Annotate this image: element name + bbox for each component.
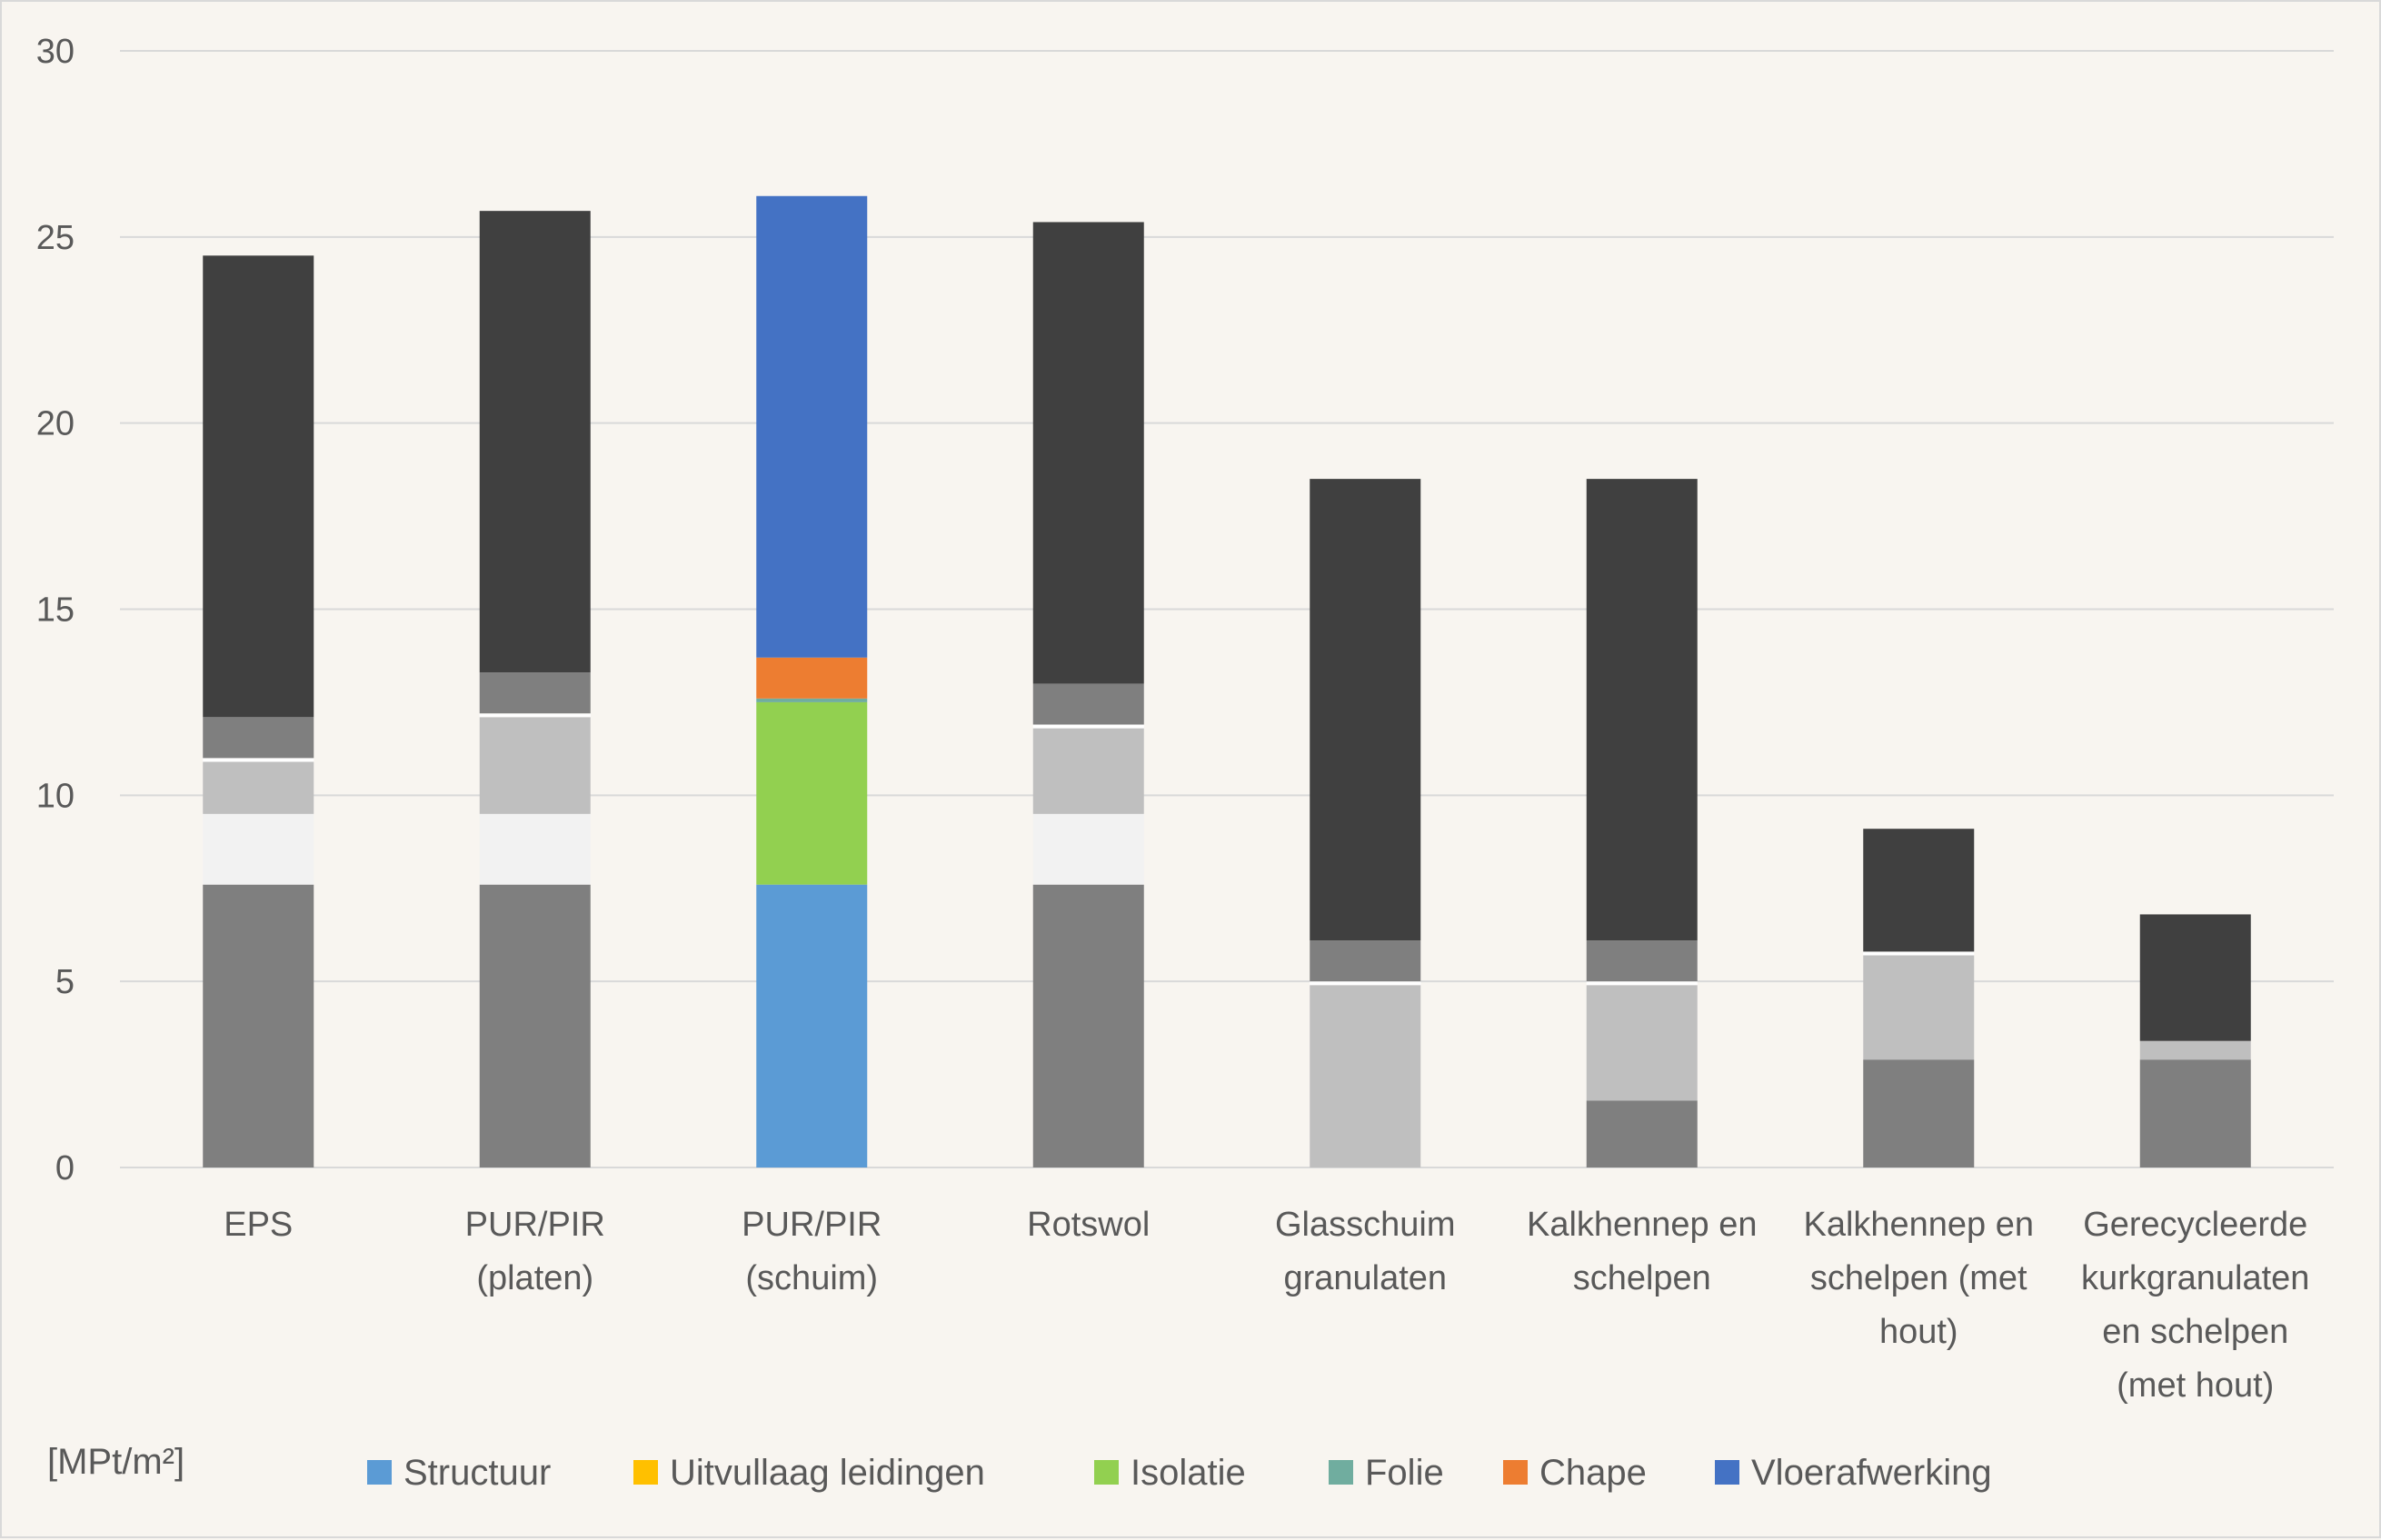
x-category-label: EPS	[224, 1206, 293, 1244]
bar-segment-structuur	[479, 884, 591, 1167]
x-category-label: PUR/PIR	[742, 1206, 882, 1244]
bar-segment-folie	[479, 713, 591, 718]
y-axis-ticks: 0 5 10 15 20 25 30	[36, 33, 75, 1187]
y-tick-label: 30	[36, 33, 75, 71]
bar-segment-structuur	[2139, 1059, 2251, 1167]
bar-segment-vloerafwerking	[756, 195, 868, 658]
bar-segment-uitvullaag-leidingen	[1032, 813, 1144, 885]
y-tick-label: 15	[36, 591, 75, 630]
bar-segment-folie	[1586, 981, 1698, 986]
bar-segment-chape	[1032, 683, 1144, 725]
bar-segment-chape	[203, 717, 314, 759]
bar-segment-folie	[1863, 951, 1975, 956]
bar-segment-structuur	[756, 884, 868, 1167]
bar-segment-folie	[1032, 724, 1144, 729]
bar-segment-vloerafwerking	[479, 211, 591, 673]
x-category-label: (schuim)	[745, 1259, 878, 1297]
legend-swatch	[1329, 1460, 1353, 1485]
legend-label: Folie	[1365, 1453, 1444, 1493]
legend-label: Structuur	[403, 1453, 551, 1493]
bar-segment-isolatie	[1032, 728, 1144, 814]
legend-swatch	[1094, 1460, 1119, 1485]
bar-segment-uitvullaag-leidingen	[203, 813, 314, 885]
bar-segment-chape	[1310, 940, 1421, 982]
legend-label: Chape	[1539, 1453, 1647, 1493]
x-category-label: hout)	[1879, 1313, 1958, 1351]
bar-segment-vloerafwerking	[1863, 829, 1975, 952]
bar-segment-chape	[756, 657, 868, 699]
bars	[203, 195, 2251, 1167]
x-category-label: en schelpen	[2102, 1313, 2288, 1351]
unit-label: [MPt/m²]	[47, 1442, 184, 1482]
bar-segment-isolatie	[1586, 985, 1698, 1101]
x-category-label: PUR/PIR	[465, 1206, 605, 1244]
gridlines	[120, 50, 2334, 1168]
bar-segment-structuur	[1032, 884, 1144, 1167]
legend-swatch	[1715, 1460, 1739, 1485]
bar-segment-structuur	[203, 884, 314, 1167]
legend-swatch	[1503, 1460, 1528, 1485]
x-category-label: (met hout)	[2117, 1366, 2274, 1405]
bar-segment-chape	[479, 672, 591, 714]
x-category-label: schelpen	[1573, 1259, 1711, 1297]
y-tick-label: 5	[55, 963, 75, 1001]
bar-segment-isolatie	[2139, 1040, 2251, 1060]
bar-segment-structuur	[1863, 1059, 1975, 1167]
legend-swatch	[633, 1460, 658, 1485]
bar-segment-folie	[1310, 981, 1421, 986]
bar-segment-folie	[756, 698, 868, 702]
x-category-label: Gerecycleerde	[2083, 1206, 2307, 1244]
legend: Structuur Uitvullaag leidingen Isolatie Fol…	[367, 1453, 1992, 1493]
bar-segment-isolatie	[756, 701, 868, 885]
x-category-label: schelpen (met	[1810, 1259, 2027, 1297]
bar-segment-isolatie	[1863, 955, 1975, 1060]
y-tick-label: 25	[36, 219, 75, 257]
bar-segment-vloerafwerking	[1310, 479, 1421, 941]
bar-segment-vloerafwerking	[2139, 914, 2251, 1041]
x-category-label: kurkgranulaten	[2081, 1259, 2309, 1297]
bar-segment-isolatie	[1310, 985, 1421, 1167]
x-category-label: (platen)	[476, 1259, 593, 1297]
bar-segment-uitvullaag-leidingen	[479, 813, 591, 885]
bar-segment-isolatie	[479, 717, 591, 814]
legend-swatch	[367, 1460, 392, 1485]
x-category-label: Kalkhennep en	[1803, 1206, 2034, 1244]
y-tick-label: 0	[55, 1149, 75, 1187]
x-category-label: Rotswol	[1027, 1206, 1150, 1244]
bar-segment-vloerafwerking	[1032, 222, 1144, 684]
y-tick-label: 20	[36, 405, 75, 443]
legend-label: Vloerafwerking	[1751, 1453, 1992, 1493]
bar-segment-chape	[1586, 940, 1698, 982]
x-category-label: Kalkhennep en	[1527, 1206, 1758, 1244]
legend-label: Uitvullaag leidingen	[670, 1453, 985, 1493]
bar-segment-isolatie	[203, 761, 314, 814]
x-category-label: granulaten	[1283, 1259, 1447, 1297]
bar-segment-structuur	[1586, 1100, 1698, 1167]
x-category-label: Glasschuim	[1275, 1206, 1456, 1244]
bar-segment-vloerafwerking	[203, 255, 314, 718]
y-tick-label: 10	[36, 777, 75, 815]
legend-label: Isolatie	[1131, 1453, 1246, 1493]
x-axis-labels: EPS PUR/PIR (platen) PUR/PIR (schuim) Rotswol…	[224, 1206, 2309, 1405]
bar-segment-folie	[203, 758, 314, 762]
bar-segment-vloerafwerking	[1586, 479, 1698, 941]
